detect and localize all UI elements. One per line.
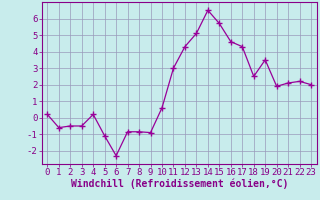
- X-axis label: Windchill (Refroidissement éolien,°C): Windchill (Refroidissement éolien,°C): [70, 179, 288, 189]
